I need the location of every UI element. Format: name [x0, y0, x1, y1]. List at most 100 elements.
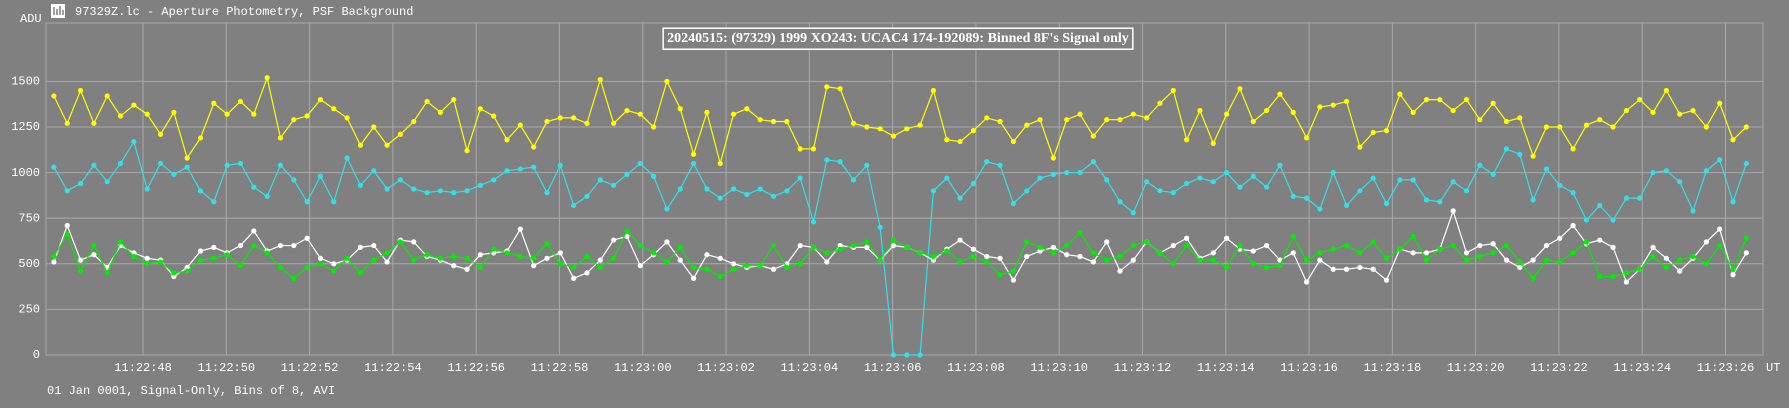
data-point [1037, 248, 1043, 254]
data-point [144, 186, 150, 192]
data-point [1450, 179, 1456, 185]
data-point [1357, 188, 1363, 194]
x-tick-label: 11:23:02 [697, 361, 755, 375]
title-frame [662, 27, 1134, 50]
data-point [464, 148, 470, 154]
data-point [117, 113, 124, 119]
data-point [957, 259, 963, 265]
data-point [1397, 246, 1403, 252]
data-point [584, 193, 590, 199]
data-point [1343, 202, 1350, 209]
data-point [504, 250, 510, 256]
data-point [1677, 257, 1683, 263]
data-point [224, 252, 230, 258]
data-point [677, 186, 683, 192]
data-point [1064, 252, 1070, 258]
data-point [730, 186, 737, 192]
data-point [1357, 144, 1363, 150]
data-point [1410, 250, 1416, 256]
data-point [970, 246, 977, 252]
data-point [224, 162, 230, 168]
data-point [1064, 169, 1070, 176]
data-point [1303, 195, 1310, 201]
data-point [650, 124, 657, 130]
title-box: 20240515: (97329) 1999 XO243: UCAC4 174-… [662, 27, 1134, 50]
data-point [850, 242, 857, 249]
data-point [397, 177, 403, 183]
data-point [237, 98, 244, 105]
data-point [411, 239, 417, 245]
data-point [1730, 137, 1736, 143]
data-point [1064, 117, 1070, 123]
data-point [917, 122, 923, 128]
data-point [1463, 257, 1470, 263]
data-point [1703, 124, 1709, 130]
data-point [1397, 91, 1403, 97]
data-point [1650, 169, 1656, 176]
data-point [637, 160, 643, 167]
y-tick-label: 1000 [11, 166, 40, 180]
data-point [904, 244, 910, 250]
data-point [1170, 261, 1176, 267]
chart-title: 20240515: (97329) 1999 XO243: UCAC4 174-… [667, 31, 1129, 46]
data-point [51, 164, 57, 170]
data-point [1077, 253, 1083, 260]
data-point [451, 97, 457, 103]
data-point [397, 131, 403, 137]
data-point [1184, 180, 1190, 187]
data-point [1210, 140, 1216, 146]
data-point [344, 255, 350, 261]
data-point [1583, 122, 1590, 128]
data-point [1623, 107, 1630, 114]
data-point [704, 266, 710, 272]
data-point [624, 228, 630, 234]
data-point [611, 120, 617, 126]
data-point [1677, 268, 1683, 274]
data-point [1557, 235, 1563, 241]
series [51, 138, 1749, 358]
data-point [1170, 242, 1176, 249]
data-point [890, 352, 897, 358]
data-point [784, 188, 790, 194]
data-point [1597, 202, 1603, 209]
data-point [1450, 208, 1456, 214]
data-point [717, 195, 723, 201]
data-point [264, 250, 270, 256]
data-point [677, 257, 683, 263]
data-point [384, 186, 390, 192]
data-point [877, 257, 883, 263]
data-point [1290, 233, 1296, 240]
data-point [1037, 244, 1043, 250]
data-point [1543, 166, 1550, 172]
data-point [584, 270, 590, 276]
data-point [1423, 97, 1430, 103]
data-point [1397, 177, 1403, 183]
data-point [1610, 217, 1616, 223]
data-point [184, 268, 190, 274]
data-point [557, 261, 563, 267]
data-point [1210, 257, 1216, 263]
data-point [211, 244, 217, 250]
data-point [597, 177, 603, 183]
data-point [624, 171, 630, 178]
data-point [1583, 217, 1590, 223]
data-point [1090, 133, 1096, 139]
data-point [251, 184, 257, 190]
data-point [1570, 146, 1576, 152]
data-point [131, 138, 137, 145]
data-point [1237, 242, 1243, 249]
data-point [1144, 239, 1150, 245]
data-point [464, 266, 470, 272]
data-point [1743, 160, 1749, 167]
x-tick-label: 11:23:06 [864, 361, 922, 375]
data-point [1557, 124, 1563, 130]
data-point [810, 244, 817, 250]
data-point [1250, 173, 1256, 179]
data-point [1717, 242, 1723, 249]
data-point [1104, 239, 1110, 245]
data-point [437, 255, 443, 261]
data-point [837, 242, 843, 249]
data-point [930, 188, 937, 194]
data-point [1543, 124, 1550, 130]
data-point [264, 193, 270, 199]
